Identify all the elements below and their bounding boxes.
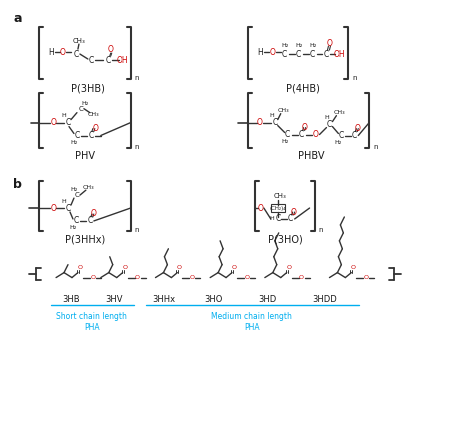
Text: O: O xyxy=(122,265,127,270)
Text: C: C xyxy=(352,131,357,140)
Text: CH₃: CH₃ xyxy=(334,110,345,115)
Text: H₂: H₂ xyxy=(81,101,89,106)
Text: O: O xyxy=(231,265,237,270)
Text: O: O xyxy=(327,39,332,48)
Text: C: C xyxy=(272,118,277,127)
Text: O: O xyxy=(286,265,291,270)
Text: O: O xyxy=(257,118,263,127)
Text: O: O xyxy=(301,123,308,132)
Text: O: O xyxy=(50,204,56,213)
Text: O: O xyxy=(177,265,182,270)
Text: 3HO: 3HO xyxy=(204,295,222,304)
Text: H₂: H₂ xyxy=(70,140,78,145)
Text: CH₃: CH₃ xyxy=(273,193,286,199)
Text: C: C xyxy=(285,130,291,139)
Text: CH₃: CH₃ xyxy=(83,184,95,190)
Text: P(4HB): P(4HB) xyxy=(286,84,319,94)
Text: CH₃: CH₃ xyxy=(88,112,100,117)
Text: O: O xyxy=(364,275,369,280)
Text: Medium chain length
PHA: Medium chain length PHA xyxy=(211,312,292,332)
Text: OH: OH xyxy=(334,49,345,58)
Text: H: H xyxy=(269,216,274,222)
Text: 3HD: 3HD xyxy=(259,295,277,304)
Text: n: n xyxy=(373,144,377,150)
Text: H: H xyxy=(324,115,329,120)
Text: n: n xyxy=(318,227,323,233)
Text: O: O xyxy=(60,48,66,57)
Text: a: a xyxy=(13,12,22,25)
Text: H: H xyxy=(62,199,66,204)
Text: O: O xyxy=(77,265,82,270)
Text: 3HB: 3HB xyxy=(62,295,80,304)
Text: P(3HHx): P(3HHx) xyxy=(65,235,105,245)
Text: 3HV: 3HV xyxy=(105,295,122,304)
Text: CH₃: CH₃ xyxy=(278,108,290,113)
Text: O: O xyxy=(355,124,360,133)
Text: CH₃: CH₃ xyxy=(73,38,85,44)
Text: C: C xyxy=(79,106,83,112)
Text: O: O xyxy=(190,275,195,280)
Text: H₂: H₂ xyxy=(69,225,77,230)
Text: C: C xyxy=(299,130,304,139)
Text: P(3HB): P(3HB) xyxy=(71,84,105,94)
Text: C: C xyxy=(73,216,79,225)
Text: C: C xyxy=(73,49,79,58)
Text: H: H xyxy=(48,48,54,57)
Text: OH: OH xyxy=(117,55,128,64)
Text: O: O xyxy=(93,124,99,133)
Text: O: O xyxy=(108,45,114,54)
Text: Short chain length
PHA: Short chain length PHA xyxy=(56,312,128,332)
Text: C: C xyxy=(275,214,281,224)
Text: O: O xyxy=(91,275,95,280)
Text: C: C xyxy=(65,118,71,127)
Text: H: H xyxy=(62,113,66,118)
Text: C: C xyxy=(87,216,92,225)
Text: P(3HO): P(3HO) xyxy=(268,235,303,245)
Text: C: C xyxy=(288,214,293,224)
Text: C: C xyxy=(105,55,110,64)
Text: n: n xyxy=(134,144,139,150)
Text: C: C xyxy=(88,55,93,64)
Text: b: b xyxy=(13,178,22,191)
Text: O: O xyxy=(50,118,56,127)
Text: C: C xyxy=(310,49,315,58)
Text: C: C xyxy=(65,204,71,213)
Text: O: O xyxy=(291,207,297,216)
Text: PHV: PHV xyxy=(75,151,95,161)
Text: H₂: H₂ xyxy=(70,187,78,192)
Text: C: C xyxy=(339,131,344,140)
Text: C: C xyxy=(74,131,80,140)
Text: C: C xyxy=(324,49,329,58)
Text: H₂: H₂ xyxy=(335,140,342,145)
Text: O: O xyxy=(91,210,97,219)
Text: H: H xyxy=(257,48,263,57)
Text: C: C xyxy=(282,49,287,58)
Text: C: C xyxy=(88,131,93,140)
Text: O: O xyxy=(245,275,249,280)
Text: n: n xyxy=(134,227,139,233)
Text: O: O xyxy=(351,265,356,270)
Text: C: C xyxy=(296,49,301,58)
Text: O: O xyxy=(299,275,304,280)
Text: C: C xyxy=(74,192,79,198)
Text: O: O xyxy=(258,204,264,213)
Text: H₂: H₂ xyxy=(281,139,288,144)
Text: (CH₂)₄: (CH₂)₄ xyxy=(270,205,286,210)
Text: 3HHx: 3HHx xyxy=(152,295,175,304)
Text: C: C xyxy=(327,120,332,129)
Text: n: n xyxy=(134,75,139,81)
Text: H: H xyxy=(269,113,274,118)
Text: O: O xyxy=(270,48,276,57)
Text: O: O xyxy=(312,130,319,139)
Text: H₂: H₂ xyxy=(309,43,316,48)
Text: O: O xyxy=(135,275,140,280)
Text: n: n xyxy=(352,75,356,81)
Text: H₂: H₂ xyxy=(295,43,302,48)
Text: 3HDD: 3HDD xyxy=(312,295,337,304)
Text: PHBV: PHBV xyxy=(298,151,325,161)
Text: H₂: H₂ xyxy=(281,43,288,48)
